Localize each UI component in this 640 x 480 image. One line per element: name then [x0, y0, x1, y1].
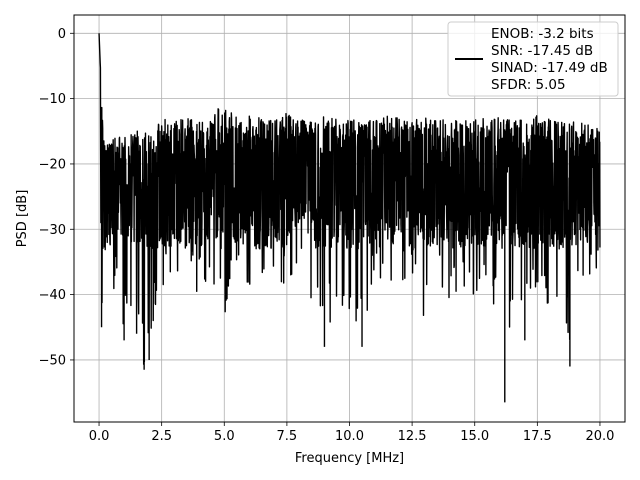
- x-tick-label: 7.5: [277, 429, 298, 444]
- x-axis-label: Frequency [MHz]: [295, 451, 404, 466]
- x-tick-label: 2.5: [151, 429, 172, 444]
- y-axis-ticks: 0 −10 −20 −30 −40 −50: [39, 27, 74, 368]
- x-tick-label: 17.5: [523, 429, 552, 444]
- y-tick-label: −40: [39, 288, 66, 303]
- x-tick-label: 0.0: [89, 429, 110, 444]
- y-tick-label: −30: [39, 223, 66, 238]
- x-tick-label: 15.0: [460, 429, 489, 444]
- x-tick-label: 5.0: [214, 429, 235, 444]
- y-tick-label: −20: [39, 157, 66, 172]
- x-tick-label: 10.0: [335, 429, 364, 444]
- legend: ENOB: -3.2 bits SNR: -17.45 dB SINAD: -1…: [447, 21, 619, 97]
- legend-box: [447, 21, 619, 97]
- legend-entry-enob: ENOB: -3.2 bits: [491, 26, 594, 42]
- y-axis-label: PSD [dB]: [15, 190, 30, 248]
- psd-trace: [98, 33, 601, 403]
- legend-entry-sinad: SINAD: -17.49 dB: [491, 60, 608, 76]
- y-tick-label: −10: [39, 92, 66, 107]
- psd-series-line: [98, 33, 601, 403]
- x-axis-ticks: 0.0 2.5 5.0 7.5 10.0 12.5 15.0 17.5 20.0: [89, 422, 614, 444]
- y-tick-label: −50: [39, 353, 66, 368]
- y-tick-label: 0: [58, 27, 66, 42]
- x-tick-label: 20.0: [585, 429, 614, 444]
- legend-entry-snr: SNR: -17.45 dB: [491, 43, 593, 59]
- legend-entry-sfdr: SFDR: 5.05: [491, 77, 566, 93]
- x-tick-label: 12.5: [398, 429, 427, 444]
